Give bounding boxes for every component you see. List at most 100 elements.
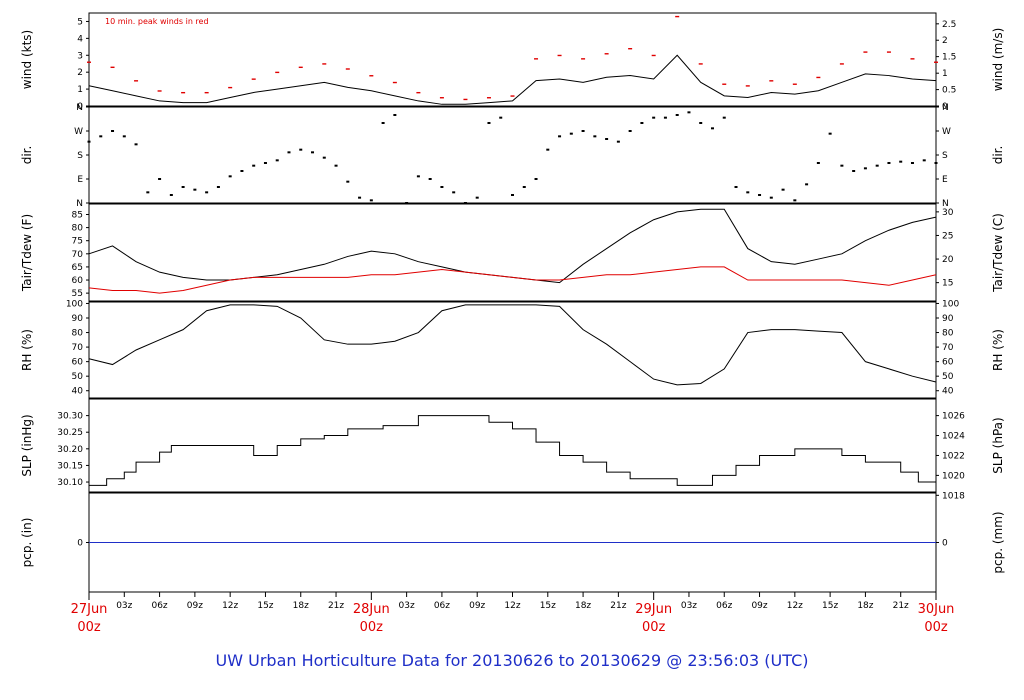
dir-point <box>299 148 303 151</box>
right-tick-label: S <box>942 151 948 161</box>
left-tick-label: 5 <box>77 17 83 27</box>
dir-point <box>287 151 291 154</box>
dir-point <box>228 175 232 178</box>
peak-wind-mark <box>722 83 727 85</box>
dir-point <box>628 130 632 132</box>
left-tick-label: 80 <box>72 224 84 234</box>
peak-wind-mark <box>345 68 350 70</box>
peak-wind-mark <box>322 63 327 65</box>
dir-point <box>769 196 773 199</box>
peak-wind-mark <box>486 97 491 99</box>
left-tick-label: 2 <box>77 68 83 78</box>
right-tick-label: 1022 <box>942 451 965 461</box>
peak-wind-mark <box>792 83 797 85</box>
panel-temp: 55 60 65 70 75 80 85 15 20 25 30 Tair/Tdew (F) Tair/… <box>20 203 1005 302</box>
dir-point <box>546 148 550 151</box>
ylabel-left: wind (kts) <box>20 30 34 89</box>
dir-point <box>487 122 491 124</box>
peak-wind-mark <box>581 58 586 60</box>
chart-title: UW Urban Horticulture Data for 20130626 … <box>216 651 809 670</box>
dir-point <box>87 140 91 143</box>
ylabel-right: dir. <box>991 146 1005 165</box>
ylabel-left: SLP (inHg) <box>20 414 34 476</box>
dir-point <box>699 122 703 124</box>
right-tick-label: 1024 <box>942 432 965 442</box>
dir-point <box>781 188 785 191</box>
dir-point <box>111 130 115 132</box>
dir-point <box>746 191 750 194</box>
dir-point <box>134 143 138 146</box>
left-tick-label: N <box>76 199 83 209</box>
dir-point <box>910 162 914 164</box>
right-tick-label: 60 <box>942 358 954 368</box>
right-tick-label: 70 <box>942 343 954 353</box>
hour-tick-label: 03z <box>399 601 415 611</box>
right-tick-label: 40 <box>942 387 954 397</box>
dir-point <box>558 135 562 138</box>
hour-tick-label: 21z <box>610 601 626 611</box>
panel-wind: 0 1 2 3 4 5 0 0.5 1 1.5 2 2.5 wind (kts) wind (m/s) 10… <box>20 12 1005 112</box>
left-tick-label: 1 <box>77 85 83 95</box>
dir-point <box>99 135 103 138</box>
left-tick-label: 30.30 <box>57 412 83 422</box>
dir-point <box>358 196 362 199</box>
dir-point <box>463 202 467 204</box>
dir-point <box>805 183 809 186</box>
time-axis: 03z 06z 09z 12z 15z 18z 21z 03z 06z 09z 12z 15z 18z 2… <box>71 592 954 635</box>
peak-wind-mark <box>910 58 915 60</box>
peak-wind-mark <box>157 90 162 92</box>
dir-point <box>499 116 503 119</box>
left-tick-label: 60 <box>72 276 84 286</box>
peak-wind-mark <box>87 61 91 63</box>
peak-wind-mark <box>863 51 868 53</box>
dir-point <box>710 127 714 130</box>
left-tick-label: 4 <box>77 34 83 44</box>
day-hour-label: 00z <box>360 620 384 635</box>
dir-point <box>828 132 832 135</box>
right-tick-label: 50 <box>942 372 954 382</box>
ylabel-right: Tair/Tdew (C) <box>991 213 1005 293</box>
peak-wind-mark <box>839 63 844 65</box>
hour-tick-label: 15z <box>257 601 273 611</box>
dir-point <box>452 191 456 194</box>
ylabel-left: RH (%) <box>20 329 34 371</box>
left-tick-label: 75 <box>72 237 83 247</box>
dir-point <box>687 111 691 114</box>
dir-point <box>581 130 585 132</box>
left-tick-label: 40 <box>72 387 84 397</box>
peak-wind-mark <box>698 63 703 65</box>
dir-point <box>569 132 573 135</box>
right-tick-label: 1018 <box>942 491 965 501</box>
dir-point <box>593 135 597 138</box>
right-tick-label: 0 <box>942 539 948 549</box>
hour-tick-label: 03z <box>116 601 132 611</box>
dir-point <box>263 162 267 164</box>
left-tick-label: 80 <box>72 329 84 339</box>
dir-point <box>734 186 738 188</box>
hour-tick-label: 09z <box>469 601 485 611</box>
left-tick-label: 30.10 <box>57 478 83 488</box>
hour-tick-label: 09z <box>751 601 767 611</box>
peak-wind-mark <box>934 61 938 63</box>
peak-wind-mark <box>628 48 633 50</box>
left-tick-label: 100 <box>66 299 83 309</box>
day-label: 27Jun <box>71 602 108 617</box>
dir-point <box>522 186 526 188</box>
peak-wind-mark <box>651 54 656 57</box>
dir-point <box>311 151 315 154</box>
ylabel-right: SLP (hPa) <box>991 417 1005 473</box>
left-tick-label: E <box>77 175 83 185</box>
dir-point <box>240 170 244 172</box>
left-tick-label: 65 <box>72 263 83 273</box>
peak-wind-mark <box>204 91 209 94</box>
dir-point <box>381 122 385 124</box>
peak-wind-mark <box>369 75 374 77</box>
left-tick-label: 85 <box>72 210 83 220</box>
right-tick-label: 1020 <box>942 471 965 481</box>
dir-point <box>534 178 538 180</box>
right-tick-label: 25 <box>942 231 953 241</box>
dir-point <box>816 162 820 164</box>
left-tick-label: 90 <box>72 314 84 324</box>
day-hour-label: 00z <box>924 620 948 635</box>
